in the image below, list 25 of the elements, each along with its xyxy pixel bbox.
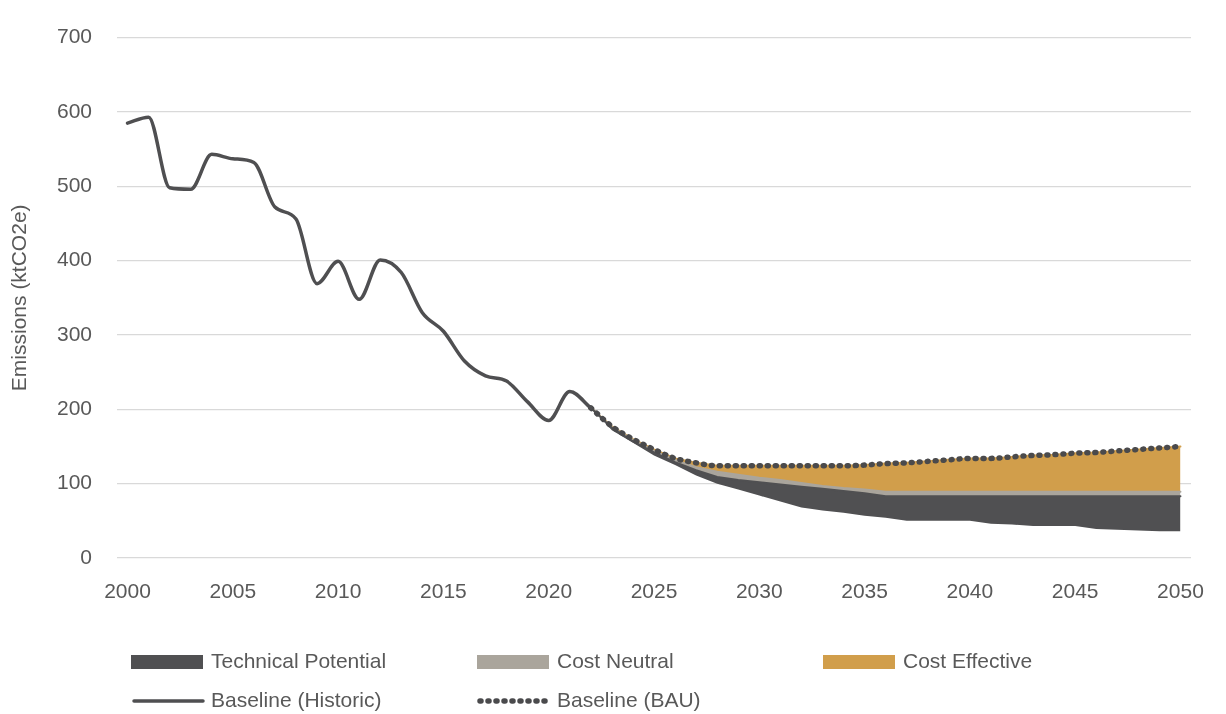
- x-tick-label: 2030: [735, 579, 783, 603]
- y-tick-label: 600: [56, 98, 92, 122]
- y-tick-label: 700: [56, 24, 92, 48]
- x-tick-label: 2045: [1051, 579, 1099, 603]
- x-tick-label: 2005: [209, 579, 257, 603]
- x-tick-label: 2040: [946, 579, 994, 603]
- y-tick-label: 200: [56, 396, 92, 420]
- legend-label: Baseline (BAU): [557, 687, 701, 711]
- x-tick-label: 2035: [841, 579, 888, 603]
- y-tick-label: 500: [56, 173, 92, 197]
- y-tick-label: 0: [80, 544, 92, 568]
- y-tick-label: 400: [56, 247, 92, 271]
- x-tick-label: 2025: [630, 579, 678, 603]
- x-tick-label: 2050: [1157, 579, 1204, 603]
- y-axis-title: Emissions (ktCO2e): [7, 204, 31, 392]
- y-tick-label: 100: [56, 470, 92, 494]
- legend-label: Cost Neutral: [557, 648, 674, 672]
- x-tick-label: 2000: [104, 579, 151, 603]
- x-tick-label: 2020: [525, 579, 573, 603]
- legend-label: Baseline (Historic): [211, 687, 382, 711]
- legend-label: Cost Effective: [903, 648, 1033, 672]
- legend-label: Technical Potential: [211, 648, 387, 672]
- x-tick-label: 2010: [314, 579, 362, 603]
- y-tick-label: 300: [56, 321, 92, 345]
- x-tick-label: 2015: [420, 579, 467, 603]
